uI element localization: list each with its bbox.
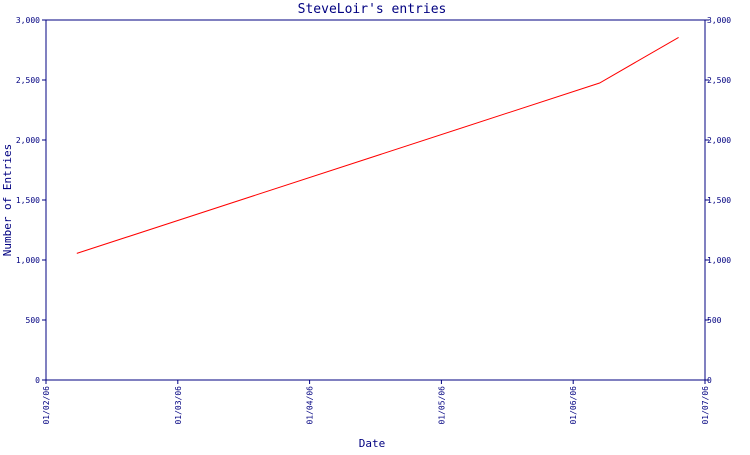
x-tick-label: 01/07/06 (701, 386, 710, 425)
y-tick-label-right: 3,000 (707, 16, 731, 25)
y-tick-label-left: 2,000 (16, 136, 40, 145)
series-line-0 (76, 36, 679, 254)
x-tick-label: 01/05/06 (437, 386, 446, 425)
series-layer (76, 36, 679, 254)
y-axis-right: 0 500 1,000 1,500 2,000 2,500 3,000 (705, 16, 731, 385)
x-tick-label: 01/02/06 (42, 386, 51, 425)
y-tick-label-right: 2,500 (707, 76, 731, 85)
y-tick-label-right: 2,000 (707, 136, 731, 145)
y-tick-label-left: 1,000 (16, 256, 40, 265)
x-axis: 01/02/06 01/03/06 01/04/06 01/05/06 01/06/06… (42, 380, 710, 425)
y-tick-label-right: 500 (707, 316, 722, 325)
y-tick-label-left: 0 (35, 376, 40, 385)
y-tick-label-right: 0 (707, 376, 712, 385)
x-tick-label: 01/03/06 (174, 386, 183, 425)
y-axis-left: 0 500 1,000 1,500 2,000 2,500 3,000 (16, 16, 46, 385)
x-tick-label: 01/06/06 (569, 386, 578, 425)
y-tick-label-left: 1,500 (16, 196, 40, 205)
plot-frame (45, 19, 706, 381)
y-tick-label-left: 2,500 (16, 76, 40, 85)
x-tick-label: 01/04/06 (306, 386, 315, 425)
y-tick-label-right: 1,000 (707, 256, 731, 265)
x-axis-title: Date (359, 437, 386, 450)
chart-title: SteveLoir's entries (298, 2, 447, 17)
y-tick-label-left: 3,000 (16, 16, 40, 25)
y-tick-label-right: 1,500 (707, 196, 731, 205)
y-tick-label-left: 500 (26, 316, 41, 325)
y-axis-title: Number of Entries (1, 144, 14, 257)
